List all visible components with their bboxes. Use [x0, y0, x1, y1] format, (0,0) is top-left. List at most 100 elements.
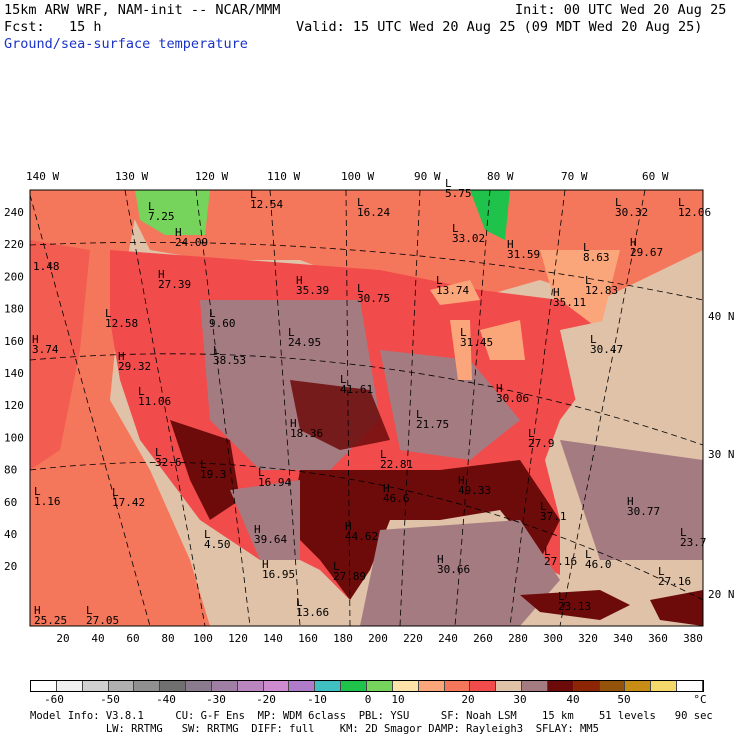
init-time: Init: 00 UTC Wed 20 Aug 25 — [515, 2, 727, 18]
color-scale-swatch — [651, 681, 678, 691]
color-scale-label: 0 — [364, 693, 372, 706]
extremum-value: 35.11 — [553, 296, 586, 309]
x-grid-label: 60 — [126, 632, 139, 645]
longitude-label: 100 W — [341, 170, 374, 183]
extremum-value: 16.94 — [258, 476, 291, 489]
map-field — [30, 190, 703, 626]
color-scale-bar — [30, 680, 704, 692]
color-scale-swatch — [366, 681, 393, 691]
extremum-marker: H — [158, 268, 165, 281]
x-grid-label: 220 — [403, 632, 423, 645]
extremum-marker: L — [204, 528, 211, 541]
extremum-value: 30.77 — [627, 505, 660, 518]
color-scale-unit: °C — [693, 693, 707, 706]
model-info-line1: Model Info: V3.8.1 CU: G-F Ens MP: WDM 6… — [30, 710, 713, 722]
extremum-marker: H — [290, 417, 297, 430]
extremum-marker: L — [200, 458, 207, 471]
extremum-value: 17.42 — [112, 496, 145, 509]
longitude-label: 110 W — [267, 170, 300, 183]
x-grid-labels: 20 40 60 80 100 120 140 160 180 200 220 240 260 280 30… — [56, 632, 703, 645]
color-scale-label: 30 — [513, 693, 527, 706]
extremum-value: 23.13 — [558, 600, 591, 613]
extremum-value: 1.16 — [34, 495, 61, 508]
color-scale-swatch — [599, 681, 626, 691]
extremum-value: 16.95 — [262, 568, 295, 581]
color-scale-swatch — [677, 681, 703, 691]
extremum-value: 21.75 — [416, 418, 449, 431]
x-grid-label: 120 — [228, 632, 248, 645]
y-grid-label: 240 — [4, 206, 24, 219]
y-grid-label: 180 — [4, 303, 24, 316]
color-scale-swatch — [392, 681, 419, 691]
color-scale-swatch — [289, 681, 316, 691]
extremum-marker: L — [460, 326, 467, 339]
x-grid-label: 180 — [333, 632, 353, 645]
color-scale-swatch — [56, 681, 83, 691]
extremum-marker: H — [296, 274, 303, 287]
color-scale-swatch — [341, 681, 367, 691]
model-info-line2: LW: RRTMG SW: RRTMG DIFF: full KM: 2D Sm… — [30, 723, 599, 735]
extremum-marker: L — [138, 385, 145, 398]
color-scale-label: 50 — [617, 693, 631, 706]
extremum-marker: L — [357, 196, 364, 209]
extremum-value: 30.06 — [496, 392, 529, 405]
extremum-value: 37.1 — [540, 510, 567, 523]
y-grid-label: 20 — [4, 560, 17, 573]
extremum-value: 30.32 — [615, 206, 648, 219]
extremum-marker: H — [458, 474, 465, 487]
latitude-label: 30 N — [708, 448, 735, 461]
y-grid-label: 60 — [4, 496, 17, 509]
color-scale-label: -50 — [100, 693, 120, 706]
extremum-value: 30.66 — [437, 563, 470, 576]
extremum-value: 31.59 — [507, 248, 540, 261]
extremum-value: 29.32 — [118, 360, 151, 373]
extremum-marker: H — [345, 520, 352, 533]
extremum-marker: L — [86, 604, 93, 617]
extremum-marker: H — [553, 286, 560, 299]
extremum-marker: L — [258, 466, 265, 479]
extremum-marker: L — [615, 196, 622, 209]
extremum-value: 30.47 — [590, 343, 623, 356]
y-grid-label: 160 — [4, 335, 24, 348]
extremum-marker: L — [148, 200, 155, 213]
extremum-value: 13.74 — [436, 284, 469, 297]
color-scale-label: 40 — [566, 693, 580, 706]
color-scale-swatch — [263, 681, 290, 691]
extremum-value: 23.7 — [680, 536, 707, 549]
extremum-value: 39.64 — [254, 533, 287, 546]
extremum-marker: L — [357, 282, 364, 295]
extremum-marker: L — [34, 485, 41, 498]
color-scale-label: -40 — [156, 693, 176, 706]
x-grid-label: 100 — [193, 632, 213, 645]
extremum-marker: L — [680, 526, 687, 539]
color-scale-label: 10 — [391, 693, 405, 706]
longitude-label: 80 W — [487, 170, 514, 183]
extremum-value: 19.3 — [200, 468, 227, 481]
extremum-marker: L — [540, 500, 547, 513]
color-scale-swatch — [186, 681, 212, 691]
extremum-marker: H — [627, 495, 634, 508]
longitude-label: 90 W — [414, 170, 441, 183]
extremum-value: 5.75 — [445, 187, 472, 200]
extremum-marker: L — [544, 545, 551, 558]
color-scale-label: -20 — [256, 693, 276, 706]
extremum-marker: L — [105, 307, 112, 320]
color-scale-swatch — [315, 681, 342, 691]
extremum-value: 27.39 — [158, 278, 191, 291]
field-title: Ground/sea-surface temperature — [4, 36, 248, 52]
extremum-value: 1.48 — [33, 260, 60, 273]
x-grid-label: 140 — [263, 632, 283, 645]
color-scale-swatch — [496, 681, 523, 691]
latitude-label: 20 N — [708, 588, 735, 601]
x-grid-label: 320 — [578, 632, 598, 645]
extremum-value: 27.16 — [658, 575, 691, 588]
extremum-value: 30.75 — [357, 292, 390, 305]
extremum-marker: L — [340, 373, 347, 386]
extremum-value: 13.66 — [296, 606, 329, 619]
extremum-value: 12.06 — [678, 206, 711, 219]
extremum-value: 25.25 — [34, 614, 67, 627]
extremum-marker: L — [112, 486, 119, 499]
latitude-labels: 40 N 30 N 20 N — [708, 310, 735, 601]
extremum-marker: L — [155, 446, 162, 459]
